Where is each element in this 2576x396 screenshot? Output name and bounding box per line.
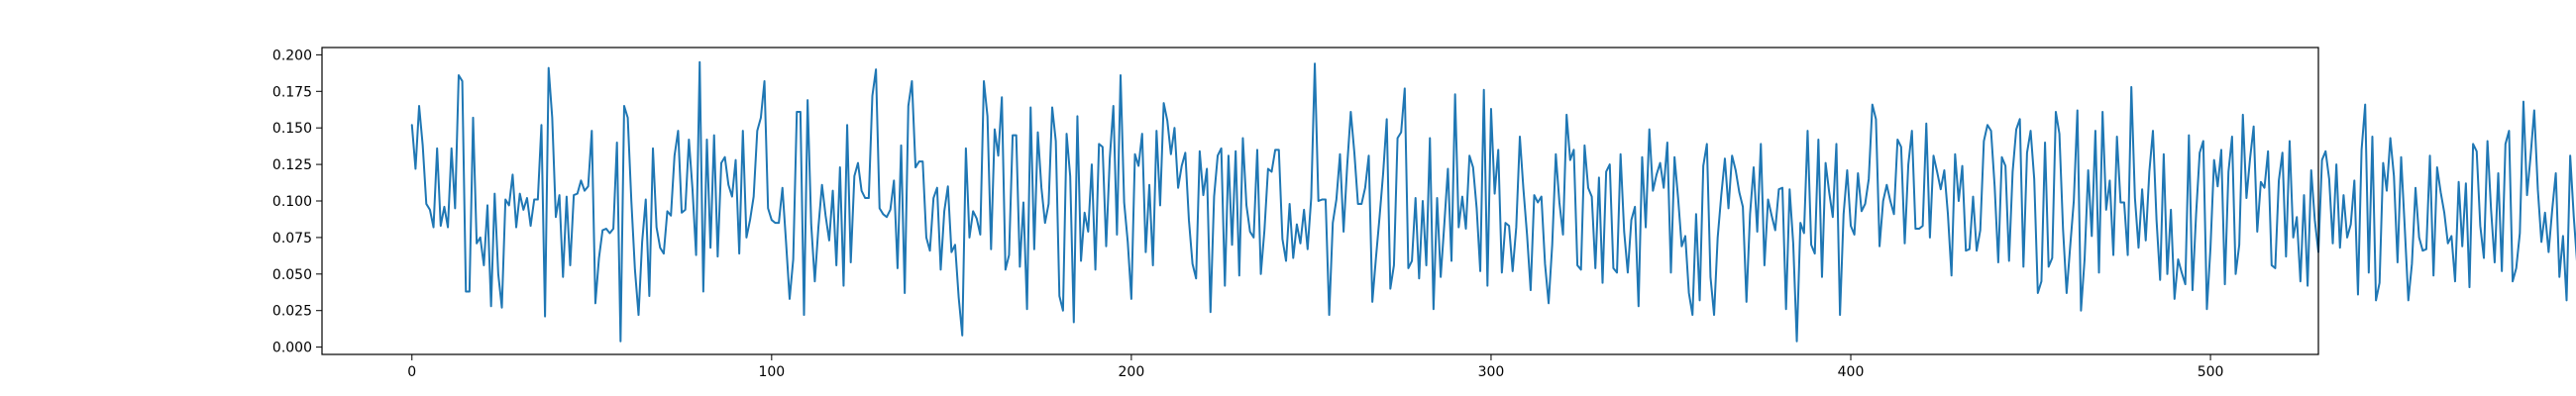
x-tick-label: 100 [758, 364, 785, 380]
plot-frame [321, 47, 2319, 355]
y-tick-label: 0.150 [272, 121, 312, 137]
y-tick-label: 0.100 [272, 194, 312, 210]
y-tick-label: 0.125 [272, 157, 312, 173]
x-axis-ticks: 0 100 200 300 400 500 [407, 354, 2223, 380]
x-tick-label: 500 [2198, 364, 2224, 380]
y-tick-label: 0.075 [272, 231, 312, 247]
x-tick-label: 200 [1119, 364, 1145, 380]
y-tick-label: 0.200 [272, 48, 312, 63]
y-tick-label: 0.050 [272, 267, 312, 283]
x-tick-label: 0 [407, 364, 416, 380]
y-tick-label: 0.025 [272, 304, 312, 320]
x-tick-label: 400 [1838, 364, 1865, 380]
y-tick-label: 0.000 [272, 341, 312, 356]
x-tick-label: 300 [1478, 364, 1505, 380]
series-line [410, 60, 2576, 343]
y-axis-ticks: 0.000 0.025 0.050 0.075 0.100 0.125 0.150 0.175… [272, 48, 322, 356]
y-tick-label: 0.175 [272, 84, 312, 100]
